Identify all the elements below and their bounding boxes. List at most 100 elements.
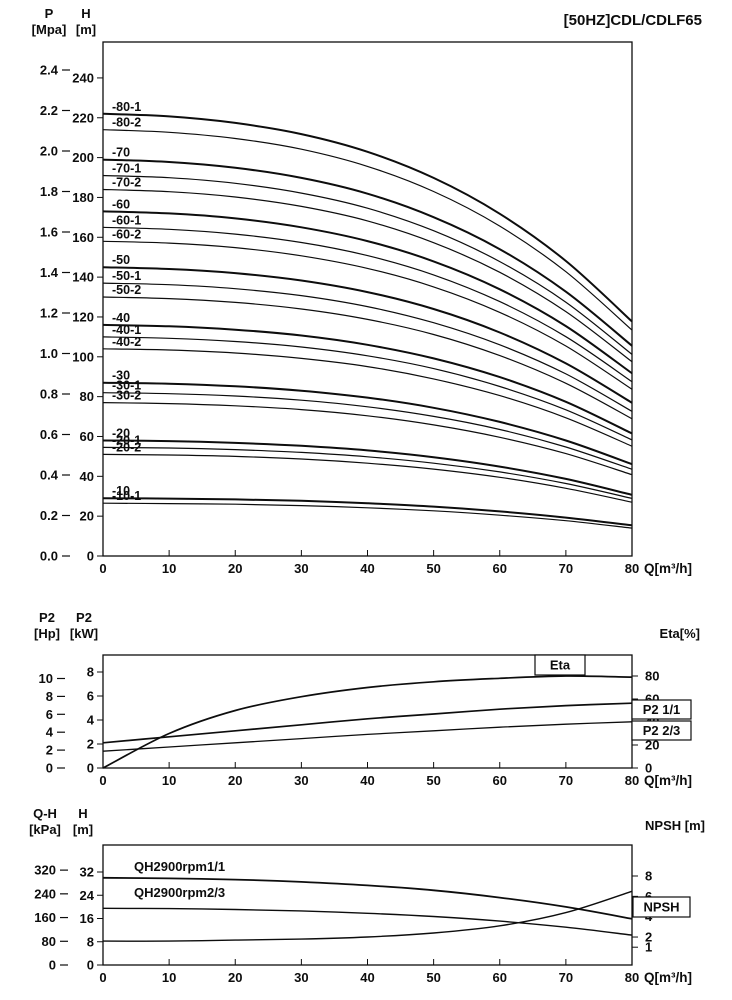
y-tick-label: 4 bbox=[46, 725, 54, 740]
x-tick-label: 30 bbox=[294, 773, 308, 788]
y-tick-label: 20 bbox=[80, 509, 94, 524]
y-tick-label: 1.0 bbox=[40, 346, 58, 361]
curve-Eta bbox=[102, 675, 633, 769]
y-tick-label: 8 bbox=[645, 869, 652, 884]
x-tick-label: 60 bbox=[493, 970, 507, 985]
y-tick-label: 8 bbox=[46, 689, 53, 704]
x-tick-label: 60 bbox=[493, 773, 507, 788]
y-tick-label: 0 bbox=[87, 761, 94, 776]
annotation-box bbox=[631, 699, 692, 720]
curve--30-2 bbox=[102, 402, 633, 476]
axis-unit: [m] bbox=[72, 822, 94, 837]
annotation-label: P2 1/1 bbox=[643, 702, 681, 717]
y-tick-label: 320 bbox=[34, 863, 56, 878]
y-tick-label: 6 bbox=[645, 889, 652, 904]
axis-symbol: P2 bbox=[39, 610, 55, 625]
eta-axis-header: Eta[%] bbox=[659, 626, 700, 641]
main-p-axis-header: P [Mpa] bbox=[24, 6, 74, 38]
x-axis-unit-label: Q[m³/h] bbox=[644, 970, 692, 985]
curve--30 bbox=[102, 381, 633, 466]
curve-label: -20 bbox=[112, 426, 130, 440]
annotation-box bbox=[632, 896, 691, 918]
curve--60-2 bbox=[102, 240, 633, 390]
y-tick-label: 8 bbox=[87, 934, 94, 949]
x-axis-unit-label: Q[m³/h] bbox=[644, 561, 692, 576]
curve-label: -60-2 bbox=[112, 227, 141, 241]
x-tick-label: 50 bbox=[426, 970, 440, 985]
curve-label: -50 bbox=[112, 253, 130, 267]
curve-label: -20-2 bbox=[112, 440, 141, 454]
x-tick-label: 0 bbox=[99, 773, 106, 788]
main-h-axis-header: H [m] bbox=[70, 6, 102, 38]
curve-NPSH bbox=[102, 890, 633, 942]
y-tick-label: 240 bbox=[72, 70, 94, 85]
x-tick-label: 40 bbox=[360, 561, 374, 576]
axis-symbol: Q-H bbox=[33, 806, 57, 821]
npsh-kpa-axis-header: Q-H [kPa] bbox=[20, 806, 70, 838]
axis-unit: [kW] bbox=[69, 626, 99, 641]
curve--40 bbox=[102, 323, 633, 435]
y-tick-label: 1.2 bbox=[40, 306, 58, 321]
y-tick-label: 6 bbox=[87, 689, 94, 704]
x-tick-label: 70 bbox=[559, 561, 573, 576]
curve-label: -60-1 bbox=[112, 213, 141, 227]
npsh-axis-header: NPSH [m] bbox=[645, 818, 705, 833]
y-tick-label: 160 bbox=[34, 910, 56, 925]
curve--30-1 bbox=[102, 392, 633, 470]
curve-label: -30-1 bbox=[112, 379, 141, 393]
y-tick-label: 1.4 bbox=[40, 265, 59, 280]
annotation-label: NPSH bbox=[643, 900, 679, 915]
y-tick-label: 100 bbox=[72, 349, 94, 364]
npsh-h-axis-header: H [m] bbox=[66, 806, 100, 838]
curve-label: -80-1 bbox=[112, 100, 141, 114]
curve--20-2 bbox=[102, 453, 633, 503]
x-tick-label: 20 bbox=[228, 970, 242, 985]
curve-label: -40 bbox=[112, 311, 130, 325]
annotation-box bbox=[631, 720, 692, 741]
curve--70 bbox=[102, 158, 633, 347]
y-tick-label: 24 bbox=[80, 888, 95, 903]
x-tick-label: 70 bbox=[559, 773, 573, 788]
curve-QH2900rpm2-3 bbox=[102, 907, 633, 936]
curve-label: -70 bbox=[112, 146, 130, 160]
y-tick-label: 20 bbox=[645, 738, 659, 753]
x-tick-label: 10 bbox=[162, 773, 176, 788]
x-tick-label: 10 bbox=[162, 970, 176, 985]
x-tick-label: 40 bbox=[360, 773, 374, 788]
x-tick-label: 60 bbox=[493, 561, 507, 576]
curve-label: -70-2 bbox=[112, 175, 141, 189]
curve-label: -70-1 bbox=[112, 162, 141, 176]
y-tick-label: 2 bbox=[645, 930, 652, 945]
curve--10-1 bbox=[102, 502, 633, 529]
y-tick-label: 0 bbox=[645, 761, 652, 776]
curve-label: -40-1 bbox=[112, 323, 141, 337]
y-tick-label: 2 bbox=[87, 737, 94, 752]
annotation-label: QH2900rpm2/3 bbox=[134, 885, 225, 900]
curve-label: -20-1 bbox=[112, 433, 141, 447]
curve-label: -50-1 bbox=[112, 269, 141, 283]
curve--70-1 bbox=[102, 174, 633, 355]
y-tick-label: 4 bbox=[87, 713, 95, 728]
x-tick-label: 0 bbox=[99, 561, 106, 576]
annotation-box bbox=[534, 654, 586, 676]
curve-label: -40-2 bbox=[112, 335, 141, 349]
y-tick-label: 1 bbox=[645, 940, 652, 955]
annotation-label: P2 2/3 bbox=[643, 723, 681, 738]
x-tick-label: 10 bbox=[162, 561, 176, 576]
x-tick-label: 50 bbox=[426, 773, 440, 788]
y-tick-label: 1.8 bbox=[40, 184, 58, 199]
y-tick-label: 40 bbox=[80, 469, 94, 484]
axis-unit: [kPa] bbox=[29, 822, 61, 837]
x-tick-label: 80 bbox=[625, 773, 639, 788]
curve--50-1 bbox=[102, 282, 633, 412]
curve-QH2900rpm1-1 bbox=[102, 876, 633, 920]
y-tick-label: 120 bbox=[72, 309, 94, 324]
y-tick-label: 60 bbox=[80, 429, 94, 444]
x-tick-label: 50 bbox=[426, 561, 440, 576]
x-tick-label: 20 bbox=[228, 773, 242, 788]
axis-symbol: H bbox=[81, 6, 91, 21]
axis-symbol: H bbox=[78, 806, 88, 821]
y-tick-label: 160 bbox=[72, 230, 94, 245]
x-tick-label: 80 bbox=[625, 561, 639, 576]
